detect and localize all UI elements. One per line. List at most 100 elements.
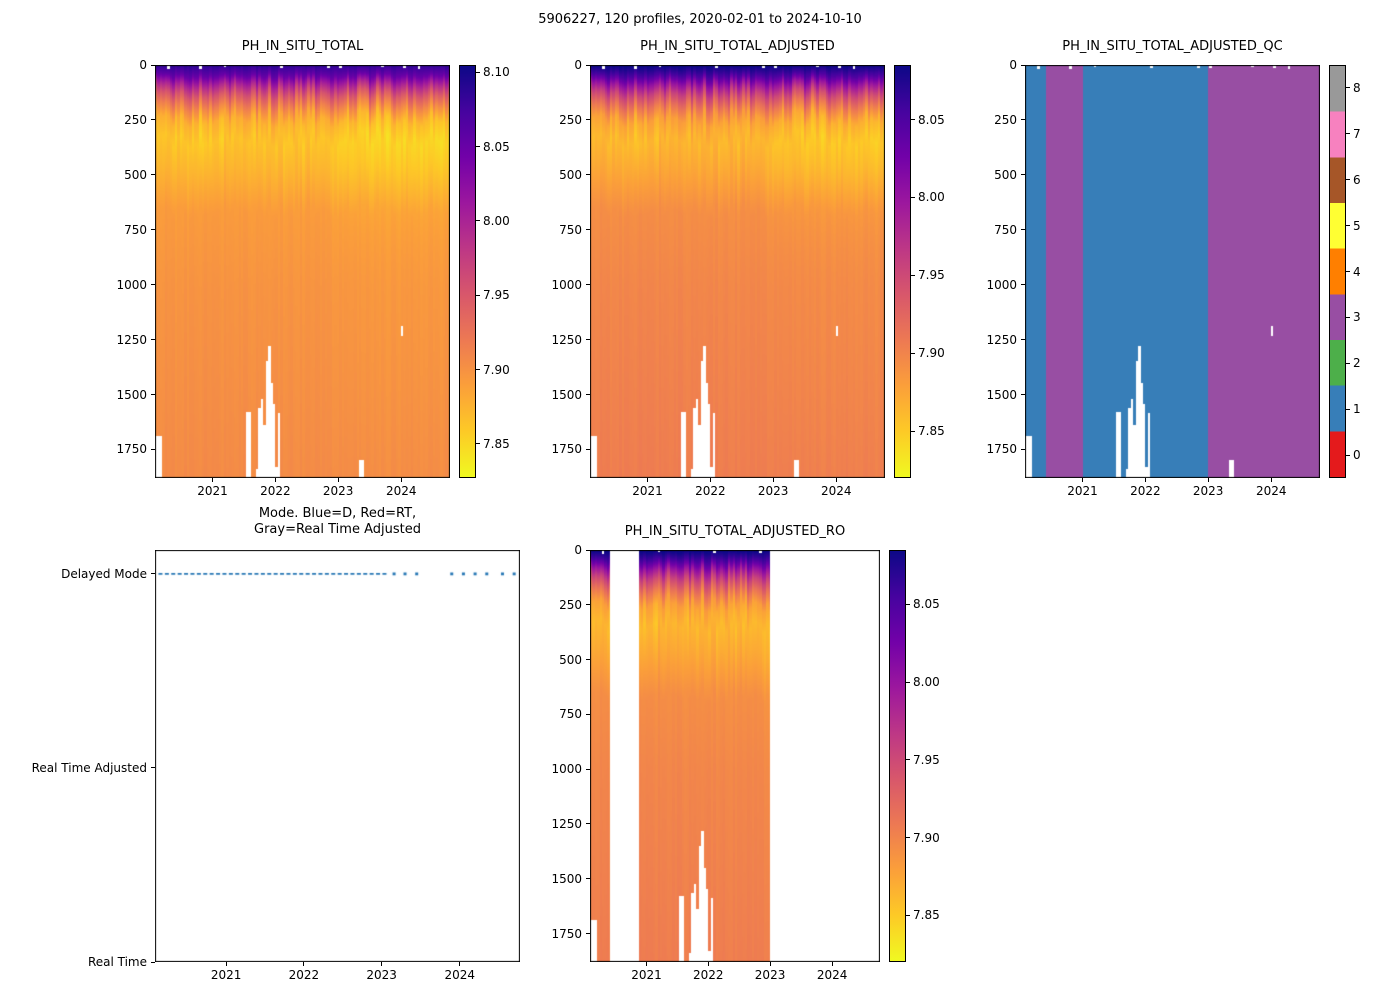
colorbar-tick-mark	[1346, 316, 1350, 318]
colorbar-tick-label: 7.95	[483, 288, 510, 303]
panel-ph-in-situ-total-adjusted: PH_IN_SITU_TOTAL_ADJUSTED 2021 2022 2023 20…	[551, 39, 944, 498]
y-tick-label: 500	[994, 167, 1017, 182]
colorbar-tick-mark	[476, 220, 480, 222]
colorbar-tick-mark	[476, 443, 480, 445]
mode-title-line1: Mode. Blue=D, Red=RT,	[258, 506, 417, 521]
x-tick-label: 2022	[288, 968, 320, 982]
x-tick-label: 2024	[1256, 484, 1287, 498]
colorbar-tick-label: 3	[1353, 310, 1361, 325]
colorbar-tick-mark	[1346, 362, 1350, 364]
y-tick-label: 750	[559, 222, 582, 237]
panel-ph-ro: PH_IN_SITU_TOTAL_ADJUSTED_RO 2021 2022 202…	[551, 524, 939, 982]
x-tick-label: 2023	[322, 484, 354, 498]
y-tick-label: 0	[574, 543, 582, 557]
x-tick-label: 2024	[444, 968, 476, 982]
panel-ph-in-situ-total: PH_IN_SITU_TOTAL 2021 2022 2023 2024 0 250 500…	[116, 39, 509, 498]
colorbar-tick-mark	[1346, 454, 1350, 456]
colorbar-tick-label: 7.95	[918, 268, 945, 283]
y-tick-label: Delayed Mode	[61, 566, 147, 581]
y-tick-label: 1500	[986, 387, 1017, 402]
colorbar-tick-label: 7.90	[483, 362, 510, 377]
colorbar-tick-mark	[906, 914, 910, 916]
colorbar-tick-label: 7.90	[918, 346, 945, 361]
colorbar	[889, 550, 906, 962]
colorbar-tick-label: 5	[1353, 218, 1361, 233]
y-tick-label: 0	[139, 58, 147, 72]
colorbar-tick-label: 0	[1353, 448, 1361, 463]
colorbar-tick-mark	[1346, 271, 1350, 272]
x-tick-label: 2023	[757, 484, 789, 498]
colorbar-tick-mark	[476, 294, 480, 296]
colorbar-tick-label: 8.05	[913, 597, 940, 612]
y-tick-label: 750	[124, 222, 147, 237]
x-tick-mark	[337, 478, 339, 482]
heatmap-ph-in-situ-total-adjusted	[590, 65, 885, 478]
y-tick-label: 1250	[116, 332, 147, 347]
colorbar-tick-mark	[1346, 225, 1350, 227]
x-tick-label: 2022	[1130, 484, 1161, 498]
colorbar-tick-mark	[911, 119, 915, 121]
y-tick-label: 0	[574, 58, 582, 72]
colorbar-tick-label: 7	[1353, 126, 1361, 141]
colorbar-tick-label: 8.10	[483, 65, 510, 80]
panel-mode: Mode. Blue=D, Red=RT, Gray=Real Time Adju…	[32, 506, 520, 982]
y-tick-label: 0	[1009, 58, 1017, 72]
colorbar-tick-mark	[476, 369, 480, 371]
x-tick-mark	[400, 478, 402, 482]
colorbar-tick-mark	[1346, 133, 1350, 135]
panel-title-ph-in-situ-total-adjusted: PH_IN_SITU_TOTAL_ADJUSTED	[640, 39, 835, 54]
colorbar-tick-mark	[906, 837, 910, 839]
panel-title-ph-in-situ-total: PH_IN_SITU_TOTAL	[241, 39, 364, 54]
colorbar-tick-mark	[1346, 87, 1350, 89]
x-tick-mark	[769, 962, 771, 966]
panel-title-ph-ro: PH_IN_SITU_TOTAL_ADJUSTED_RO	[624, 524, 846, 539]
heatmap-ph-ro	[590, 550, 880, 962]
colorbar-tick-label: 8.00	[483, 213, 510, 228]
colorbar-tick-mark	[476, 71, 480, 73]
figure-title: 5906227, 120 profiles, 2020-02-01 to 202…	[538, 12, 862, 27]
mode-title-line2: Gray=Real Time Adjusted	[254, 522, 421, 537]
colorbar-tick-mark	[1346, 179, 1350, 181]
colorbar-tick-label: 1	[1353, 402, 1361, 417]
x-tick-label: 2022	[695, 484, 726, 498]
x-tick-label: 2024	[386, 484, 417, 498]
x-tick-mark	[225, 962, 227, 966]
colorbar-tick-label: 8.05	[483, 139, 510, 154]
colorbar-tick-label: 7.85	[918, 424, 945, 439]
x-tick-label: 2021	[632, 484, 663, 498]
y-tick-label: 250	[994, 112, 1017, 127]
y-tick-label: 1750	[551, 442, 582, 457]
x-tick-label: 2023	[1192, 484, 1224, 498]
colorbar-tick-mark	[476, 146, 480, 148]
colorbar	[459, 65, 476, 478]
x-tick-label: 2022	[693, 968, 724, 982]
x-tick-mark	[381, 962, 383, 966]
heatmap-ph-in-situ-total	[155, 65, 450, 478]
y-tick-label: 1750	[116, 442, 147, 457]
x-tick-mark	[1270, 478, 1272, 482]
colorbar	[894, 65, 911, 478]
x-tick-mark	[647, 478, 649, 482]
colorbar-tick-label: 7.85	[913, 908, 940, 923]
colorbar-tick-mark	[906, 759, 910, 761]
x-tick-mark	[709, 478, 711, 482]
y-tick-label: 250	[559, 597, 582, 612]
x-tick-label: 2021	[1067, 484, 1098, 498]
y-tick-label: 1750	[986, 442, 1017, 457]
y-tick-label: 1000	[551, 277, 582, 292]
panel-title-mode: Mode. Blue=D, Red=RT, Gray=Real Time Adju…	[155, 506, 520, 538]
x-tick-label: 2021	[210, 968, 242, 982]
mode-plot-canvas	[155, 550, 520, 962]
x-tick-label: 2023	[754, 968, 786, 982]
y-tick-label: 1500	[551, 871, 582, 886]
x-tick-mark	[772, 478, 774, 482]
y-tick-label: 500	[559, 167, 582, 182]
panel-ph-qc: PH_IN_SITU_TOTAL_ADJUSTED_QC 2021 2022 202…	[986, 39, 1360, 498]
x-tick-label: 2024	[816, 968, 848, 982]
x-tick-mark	[1144, 478, 1146, 482]
x-tick-mark	[274, 478, 276, 482]
x-tick-label: 2022	[260, 484, 291, 498]
y-tick-label: 1250	[551, 816, 582, 831]
panel-title-ph-qc: PH_IN_SITU_TOTAL_ADJUSTED_QC	[1062, 39, 1283, 54]
